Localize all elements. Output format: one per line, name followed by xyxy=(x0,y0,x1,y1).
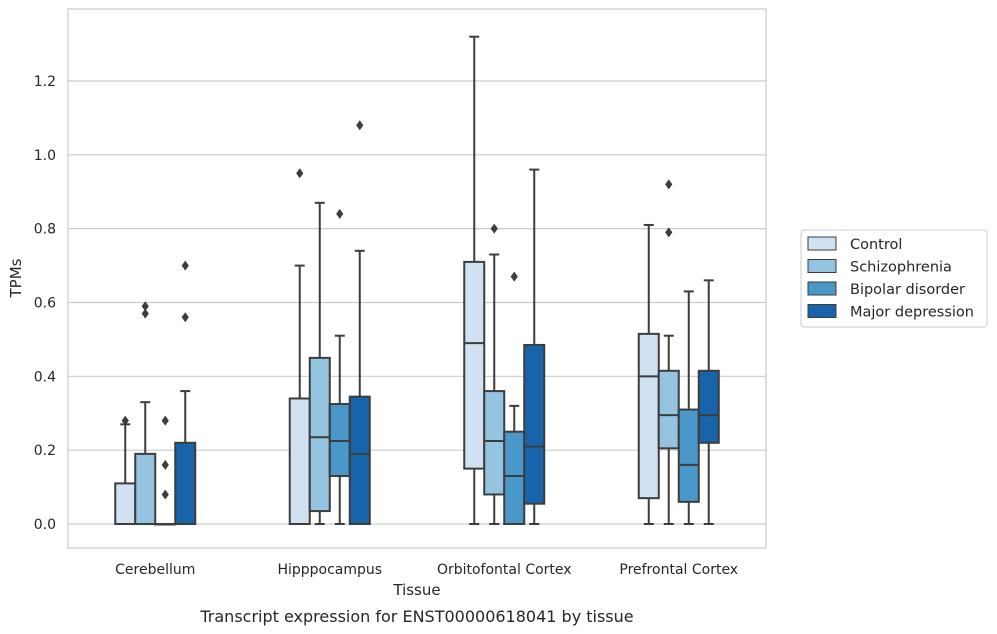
outlier-point xyxy=(121,415,129,426)
legend-item: Bipolar disorder xyxy=(807,281,965,298)
y-tick-label: 1.0 xyxy=(34,148,56,164)
outlier-point xyxy=(356,120,364,131)
box-iqr xyxy=(657,369,680,450)
box xyxy=(174,260,197,526)
box-iqr xyxy=(463,260,486,470)
box xyxy=(463,35,486,526)
outlier-point xyxy=(161,459,169,470)
box-iqr xyxy=(134,452,157,526)
outlier-point xyxy=(181,260,189,271)
box-iqr xyxy=(114,482,137,526)
x-tick-label: Orbitofontal Cortex xyxy=(437,562,572,578)
legend-label: Major depression xyxy=(850,305,974,321)
box-iqr xyxy=(677,408,700,503)
legend-item: Control xyxy=(807,236,902,253)
legend-label: Schizophrenia xyxy=(850,260,952,276)
box xyxy=(114,415,137,526)
box-iqr xyxy=(637,332,660,500)
plot-frame xyxy=(67,8,767,549)
outlier-point xyxy=(141,308,149,319)
x-tick-label: Prefrontal Cortex xyxy=(619,562,738,578)
legend-swatch xyxy=(807,281,837,296)
outlier-point xyxy=(336,208,344,219)
legend: Control Schizophrenia Bipolar disorder Majo… xyxy=(800,229,988,328)
box xyxy=(677,290,700,526)
series-major-depression xyxy=(174,120,720,526)
legend-label: Control xyxy=(850,237,902,253)
box xyxy=(523,168,546,526)
y-tick-labels: 0.0 0.2 0.4 0.6 0.8 1.0 1.2 xyxy=(34,74,56,533)
box-iqr xyxy=(288,397,311,526)
box-series-layer xyxy=(114,35,720,526)
box xyxy=(697,279,720,526)
x-axis-label: Tissue xyxy=(392,581,440,599)
box-iqr xyxy=(523,343,546,505)
legend-swatch xyxy=(807,236,837,251)
box xyxy=(288,168,311,526)
series-bipolar-disorder xyxy=(154,208,700,526)
box xyxy=(637,223,660,526)
x-tick-labels: Cerebellum Hipppocampus Orbitofontal Corte… xyxy=(115,562,738,578)
box-iqr xyxy=(503,430,526,526)
y-tick-label: 0.8 xyxy=(34,222,56,238)
outlier-point xyxy=(510,271,518,282)
box-iqr xyxy=(174,441,197,526)
box xyxy=(134,301,157,526)
legend-swatch xyxy=(807,259,837,273)
box-iqr xyxy=(697,369,720,444)
legend-frame xyxy=(800,229,988,328)
chart-caption: Transcript expression for ENST0000061804… xyxy=(199,607,633,626)
legend-label: Bipolar disorder xyxy=(850,282,965,298)
y-tick-label: 0.6 xyxy=(34,295,56,311)
outlier-point xyxy=(181,312,189,323)
plot-background xyxy=(68,9,766,548)
y-tick-label: 0.0 xyxy=(34,517,56,533)
box xyxy=(154,415,177,526)
y-tick-label: 0.4 xyxy=(34,369,56,385)
outlier-point xyxy=(490,223,498,234)
y-axis-label: TPMs xyxy=(7,258,25,298)
box xyxy=(348,120,371,526)
box-iqr xyxy=(483,390,506,496)
legend-item: Major depression xyxy=(807,304,974,321)
outlier-point xyxy=(296,168,304,179)
outlier-point xyxy=(665,179,673,190)
y-tick-label: 1.2 xyxy=(34,74,56,90)
x-tick-label: Cerebellum xyxy=(115,562,195,578)
legend-item: Schizophrenia xyxy=(807,259,952,276)
x-tick-label: Hipppocampus xyxy=(277,562,382,578)
box-iqr xyxy=(348,395,371,526)
outlier-point xyxy=(161,415,169,426)
y-tick-label: 0.2 xyxy=(34,443,56,459)
series-control xyxy=(114,35,660,526)
legend-swatch xyxy=(807,304,837,318)
box-iqr xyxy=(308,356,331,513)
outlier-point xyxy=(161,489,169,500)
outlier-point xyxy=(141,301,149,312)
legend-items: Control Schizophrenia Bipolar disorder Majo… xyxy=(807,236,974,321)
outlier-point xyxy=(665,227,673,238)
